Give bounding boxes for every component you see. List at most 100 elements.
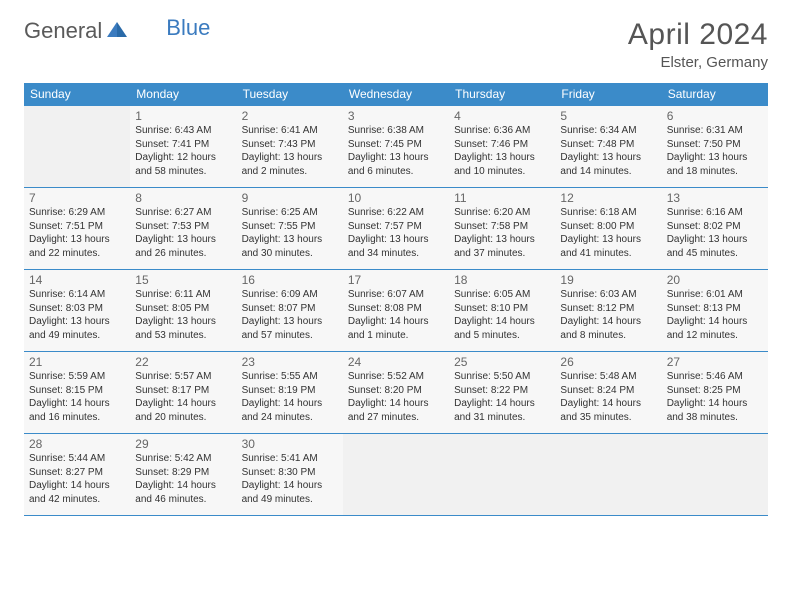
- day-cell: 3Sunrise: 6:38 AMSunset: 7:45 PMDaylight…: [343, 106, 449, 188]
- calendar-head: SundayMondayTuesdayWednesdayThursdayFrid…: [24, 83, 768, 106]
- day-details: Sunrise: 6:34 AMSunset: 7:48 PMDaylight:…: [560, 124, 656, 178]
- day-number: 13: [667, 191, 763, 205]
- weekday-header: Tuesday: [237, 83, 343, 106]
- empty-cell: [449, 434, 555, 516]
- day-details: Sunrise: 6:31 AMSunset: 7:50 PMDaylight:…: [667, 124, 763, 178]
- day-details: Sunrise: 6:22 AMSunset: 7:57 PMDaylight:…: [348, 206, 444, 260]
- day-cell: 10Sunrise: 6:22 AMSunset: 7:57 PMDayligh…: [343, 188, 449, 270]
- day-number: 8: [135, 191, 231, 205]
- day-cell: 24Sunrise: 5:52 AMSunset: 8:20 PMDayligh…: [343, 352, 449, 434]
- day-cell: 17Sunrise: 6:07 AMSunset: 8:08 PMDayligh…: [343, 270, 449, 352]
- day-details: Sunrise: 6:05 AMSunset: 8:10 PMDaylight:…: [454, 288, 550, 342]
- day-number: 28: [29, 437, 125, 451]
- day-details: Sunrise: 6:36 AMSunset: 7:46 PMDaylight:…: [454, 124, 550, 178]
- day-details: Sunrise: 5:41 AMSunset: 8:30 PMDaylight:…: [242, 452, 338, 506]
- day-details: Sunrise: 5:46 AMSunset: 8:25 PMDaylight:…: [667, 370, 763, 424]
- day-number: 11: [454, 191, 550, 205]
- day-cell: 28Sunrise: 5:44 AMSunset: 8:27 PMDayligh…: [24, 434, 130, 516]
- day-number: 4: [454, 109, 550, 123]
- day-number: 25: [454, 355, 550, 369]
- day-number: 18: [454, 273, 550, 287]
- day-details: Sunrise: 6:27 AMSunset: 7:53 PMDaylight:…: [135, 206, 231, 260]
- day-cell: 22Sunrise: 5:57 AMSunset: 8:17 PMDayligh…: [130, 352, 236, 434]
- day-cell: 11Sunrise: 6:20 AMSunset: 7:58 PMDayligh…: [449, 188, 555, 270]
- day-number: 5: [560, 109, 656, 123]
- day-cell: 16Sunrise: 6:09 AMSunset: 8:07 PMDayligh…: [237, 270, 343, 352]
- day-cell: 27Sunrise: 5:46 AMSunset: 8:25 PMDayligh…: [662, 352, 768, 434]
- day-cell: 6Sunrise: 6:31 AMSunset: 7:50 PMDaylight…: [662, 106, 768, 188]
- day-number: 19: [560, 273, 656, 287]
- weekday-header: Friday: [555, 83, 661, 106]
- day-number: 12: [560, 191, 656, 205]
- calendar-week: 14Sunrise: 6:14 AMSunset: 8:03 PMDayligh…: [24, 270, 768, 352]
- day-number: 7: [29, 191, 125, 205]
- day-cell: 7Sunrise: 6:29 AMSunset: 7:51 PMDaylight…: [24, 188, 130, 270]
- day-cell: 9Sunrise: 6:25 AMSunset: 7:55 PMDaylight…: [237, 188, 343, 270]
- day-number: 23: [242, 355, 338, 369]
- day-details: Sunrise: 6:18 AMSunset: 8:00 PMDaylight:…: [560, 206, 656, 260]
- day-details: Sunrise: 6:09 AMSunset: 8:07 PMDaylight:…: [242, 288, 338, 342]
- day-cell: 20Sunrise: 6:01 AMSunset: 8:13 PMDayligh…: [662, 270, 768, 352]
- day-cell: 29Sunrise: 5:42 AMSunset: 8:29 PMDayligh…: [130, 434, 236, 516]
- day-details: Sunrise: 6:38 AMSunset: 7:45 PMDaylight:…: [348, 124, 444, 178]
- empty-cell: [555, 434, 661, 516]
- day-number: 24: [348, 355, 444, 369]
- day-details: Sunrise: 6:29 AMSunset: 7:51 PMDaylight:…: [29, 206, 125, 260]
- weekday-header: Sunday: [24, 83, 130, 106]
- day-details: Sunrise: 6:41 AMSunset: 7:43 PMDaylight:…: [242, 124, 338, 178]
- day-details: Sunrise: 6:01 AMSunset: 8:13 PMDaylight:…: [667, 288, 763, 342]
- empty-cell: [24, 106, 130, 188]
- calendar-week: 7Sunrise: 6:29 AMSunset: 7:51 PMDaylight…: [24, 188, 768, 270]
- day-cell: 5Sunrise: 6:34 AMSunset: 7:48 PMDaylight…: [555, 106, 661, 188]
- day-cell: 26Sunrise: 5:48 AMSunset: 8:24 PMDayligh…: [555, 352, 661, 434]
- calendar-table: SundayMondayTuesdayWednesdayThursdayFrid…: [24, 83, 768, 516]
- day-cell: 21Sunrise: 5:59 AMSunset: 8:15 PMDayligh…: [24, 352, 130, 434]
- day-number: 6: [667, 109, 763, 123]
- weekday-header: Wednesday: [343, 83, 449, 106]
- day-cell: 8Sunrise: 6:27 AMSunset: 7:53 PMDaylight…: [130, 188, 236, 270]
- day-details: Sunrise: 5:59 AMSunset: 8:15 PMDaylight:…: [29, 370, 125, 424]
- day-number: 15: [135, 273, 231, 287]
- day-number: 3: [348, 109, 444, 123]
- empty-cell: [662, 434, 768, 516]
- day-details: Sunrise: 5:50 AMSunset: 8:22 PMDaylight:…: [454, 370, 550, 424]
- day-details: Sunrise: 6:25 AMSunset: 7:55 PMDaylight:…: [242, 206, 338, 260]
- weekday-header: Thursday: [449, 83, 555, 106]
- month-title: April 2024: [628, 18, 768, 52]
- day-details: Sunrise: 5:42 AMSunset: 8:29 PMDaylight:…: [135, 452, 231, 506]
- day-details: Sunrise: 6:16 AMSunset: 8:02 PMDaylight:…: [667, 206, 763, 260]
- day-number: 16: [242, 273, 338, 287]
- page-header: General Blue April 2024 Elster, Germany: [24, 18, 768, 71]
- calendar-week: 28Sunrise: 5:44 AMSunset: 8:27 PMDayligh…: [24, 434, 768, 516]
- day-number: 10: [348, 191, 444, 205]
- day-number: 21: [29, 355, 125, 369]
- title-block: April 2024 Elster, Germany: [628, 18, 768, 71]
- weekday-header: Monday: [130, 83, 236, 106]
- day-details: Sunrise: 6:07 AMSunset: 8:08 PMDaylight:…: [348, 288, 444, 342]
- day-number: 2: [242, 109, 338, 123]
- weekday-header: Saturday: [662, 83, 768, 106]
- day-cell: 18Sunrise: 6:05 AMSunset: 8:10 PMDayligh…: [449, 270, 555, 352]
- day-details: Sunrise: 6:14 AMSunset: 8:03 PMDaylight:…: [29, 288, 125, 342]
- day-cell: 12Sunrise: 6:18 AMSunset: 8:00 PMDayligh…: [555, 188, 661, 270]
- day-cell: 14Sunrise: 6:14 AMSunset: 8:03 PMDayligh…: [24, 270, 130, 352]
- day-details: Sunrise: 6:20 AMSunset: 7:58 PMDaylight:…: [454, 206, 550, 260]
- empty-cell: [343, 434, 449, 516]
- day-cell: 4Sunrise: 6:36 AMSunset: 7:46 PMDaylight…: [449, 106, 555, 188]
- calendar-body: 1Sunrise: 6:43 AMSunset: 7:41 PMDaylight…: [24, 106, 768, 516]
- logo-text-1: General: [24, 18, 102, 44]
- day-details: Sunrise: 6:11 AMSunset: 8:05 PMDaylight:…: [135, 288, 231, 342]
- day-number: 17: [348, 273, 444, 287]
- day-number: 14: [29, 273, 125, 287]
- location: Elster, Germany: [628, 54, 768, 71]
- day-cell: 25Sunrise: 5:50 AMSunset: 8:22 PMDayligh…: [449, 352, 555, 434]
- day-number: 1: [135, 109, 231, 123]
- day-details: Sunrise: 6:43 AMSunset: 7:41 PMDaylight:…: [135, 124, 231, 178]
- logo-icon: [106, 18, 128, 44]
- calendar-week: 21Sunrise: 5:59 AMSunset: 8:15 PMDayligh…: [24, 352, 768, 434]
- day-number: 27: [667, 355, 763, 369]
- day-details: Sunrise: 5:44 AMSunset: 8:27 PMDaylight:…: [29, 452, 125, 506]
- day-details: Sunrise: 5:55 AMSunset: 8:19 PMDaylight:…: [242, 370, 338, 424]
- day-cell: 30Sunrise: 5:41 AMSunset: 8:30 PMDayligh…: [237, 434, 343, 516]
- day-details: Sunrise: 6:03 AMSunset: 8:12 PMDaylight:…: [560, 288, 656, 342]
